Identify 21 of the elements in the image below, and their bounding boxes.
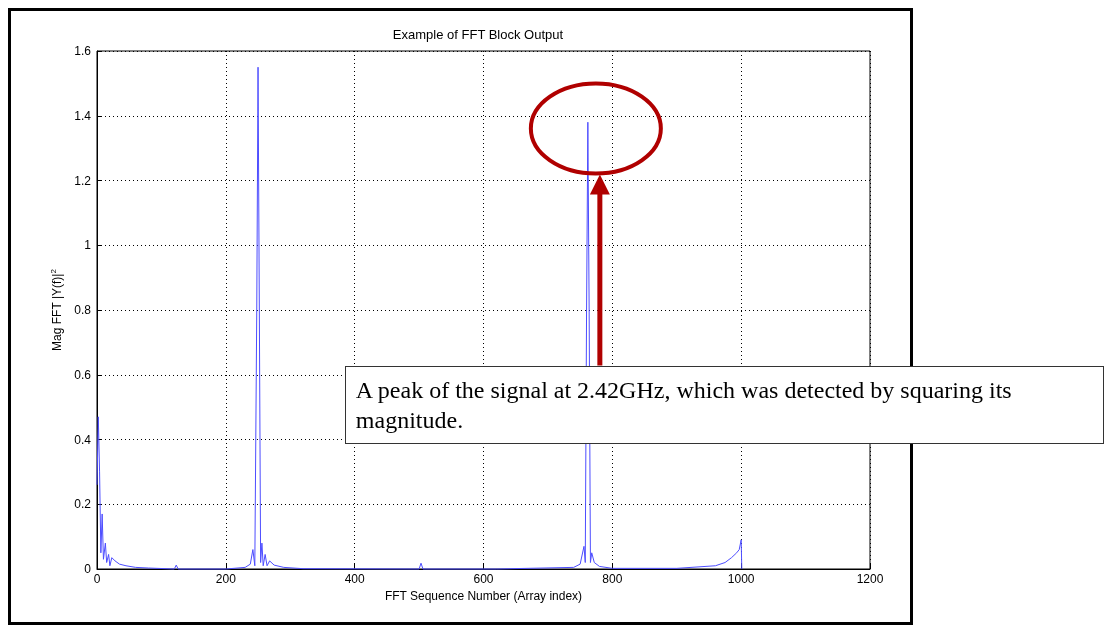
y-tick-label: 1.2 [74,173,92,188]
y-tick-label: 1.6 [74,44,92,58]
x-tick-label: 200 [215,572,237,586]
y-axis-title: Mag FFT |Y(f)|2 [48,268,64,351]
y-tick-label: 1 [84,238,92,253]
x-axis-title: FFT Sequence Number (Array index) [384,588,583,603]
chart-title: Example of FFT Block Output [392,27,564,42]
x-tick-label: 400 [344,572,365,586]
x-tick-label: 600 [473,572,494,586]
x-tick-label: 1200 [856,572,884,586]
y-tick-label: 0.4 [74,432,92,447]
y-tick-label: 1.4 [74,108,92,123]
y-tick-label: 0 [84,562,92,576]
x-tick-label: 1000 [727,572,755,586]
callout-box: A peak of the signal at 2.42GHz, which was detected by squaring its magnitude. [344,365,1104,444]
y-tick-label: 0.8 [74,303,92,317]
y-tick-label: 0.2 [74,497,92,512]
y-tick-label: 0.6 [74,367,92,382]
x-tick-label: 800 [602,572,623,586]
line-series [96,66,743,570]
x-tick-label: 0 [93,572,101,586]
